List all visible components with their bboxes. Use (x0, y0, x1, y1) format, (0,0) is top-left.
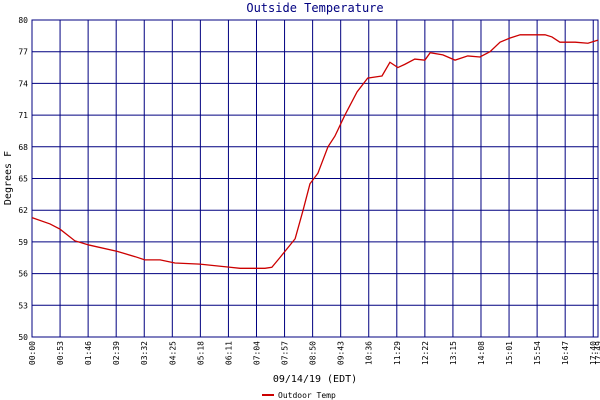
x-tick-label: 15:54 (533, 341, 542, 365)
y-tick-label: 74 (18, 79, 28, 88)
x-tick-label: 11:29 (393, 341, 402, 365)
x-tick-label: 04:25 (168, 341, 177, 365)
y-tick-label: 56 (18, 270, 28, 279)
x-tick-label: 17:40 (589, 341, 598, 365)
y-tick-label: 65 (18, 175, 28, 184)
y-tick-label: 80 (18, 16, 28, 25)
x-tick-label: 07:04 (252, 341, 261, 365)
x-axis-label: 09/14/19 (EDT) (273, 374, 357, 385)
line (31, 34, 599, 269)
x-tick-label: 00:00 (28, 341, 37, 365)
y-tick-label: 62 (18, 206, 28, 215)
x-tick-label: 12:22 (421, 341, 430, 365)
x-tick-label: 03:32 (140, 341, 149, 365)
x-tick-label: 09:43 (337, 341, 346, 365)
y-tick-label: 77 (18, 48, 28, 57)
plot-border (31, 19, 599, 338)
x-tick-label: 14:08 (477, 341, 486, 365)
x-tick-label: 13:15 (449, 341, 458, 365)
y-tick-label: 53 (18, 301, 28, 310)
x-tick-label: 07:57 (281, 341, 290, 365)
x-tick-label: 17:49 (594, 341, 600, 365)
y-tick-label: 68 (18, 143, 28, 152)
x-tick-label: 00:53 (56, 341, 65, 365)
y-tick-label: 71 (18, 111, 28, 120)
y-tick-label: 50 (18, 333, 28, 342)
y-tick-label: 59 (18, 238, 28, 247)
legend-label: Outdoor Temp (278, 391, 336, 400)
x-tick-label: 06:11 (224, 341, 233, 365)
y-axis-label: Degrees F (3, 151, 14, 205)
x-tick-label: 10:36 (365, 341, 374, 365)
chart-title: Outside Temperature (246, 1, 383, 15)
x-tick-label: 08:50 (309, 341, 318, 365)
x-tick-label: 16:47 (561, 341, 570, 365)
x-tick-label: 15:01 (505, 341, 514, 365)
x-tick-label: 05:18 (196, 341, 205, 365)
x-tick-label: 02:39 (112, 341, 121, 365)
x-tick-label: 01:46 (84, 341, 93, 365)
